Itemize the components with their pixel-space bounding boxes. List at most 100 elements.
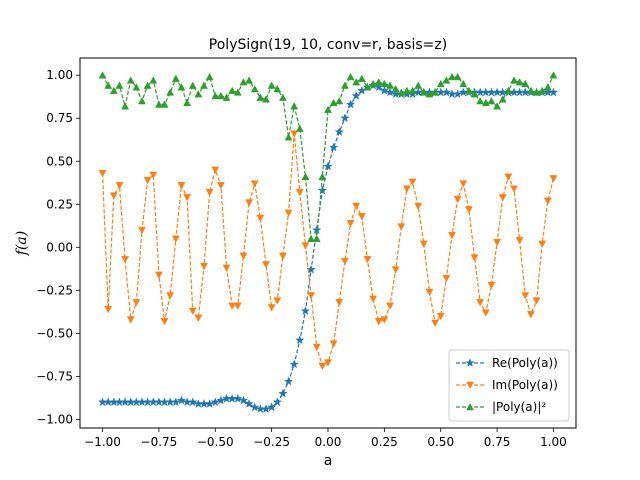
data-point [245, 199, 254, 207]
y-tick-label: −0.25 [36, 283, 73, 297]
data-point [290, 130, 299, 138]
y-tick-label: −1.00 [36, 412, 73, 426]
data-point [104, 306, 113, 314]
data-point [267, 304, 276, 312]
data-point [176, 395, 187, 405]
x-axis-label: a [324, 453, 333, 469]
data-point [250, 402, 260, 412]
data-point [183, 98, 192, 106]
data-point [238, 395, 249, 405]
data-point [109, 86, 118, 94]
data-point [386, 302, 394, 310]
data-point [549, 71, 558, 79]
data-point [431, 88, 440, 96]
legend-label: Re(Poly(a)) [492, 356, 558, 370]
data-point [149, 76, 158, 84]
data-point [250, 180, 259, 188]
data-point [262, 95, 270, 103]
data-point [245, 76, 254, 84]
y-tick-label: −0.75 [36, 369, 73, 383]
x-tick-label: −0.50 [197, 435, 234, 449]
data-point [312, 225, 322, 235]
data-point [470, 254, 479, 262]
data-point [329, 98, 338, 106]
data-point [526, 86, 535, 94]
series-3 [98, 71, 558, 242]
data-point [464, 206, 473, 214]
x-tick-label: 0.00 [315, 435, 342, 449]
y-tick-label: 0.25 [46, 197, 73, 211]
data-point [436, 312, 445, 321]
data-point [284, 133, 293, 141]
data-point [318, 362, 327, 371]
data-point [200, 262, 208, 271]
data-point [324, 359, 332, 367]
legend-marker [465, 358, 475, 368]
data-point [143, 176, 152, 185]
data-point [487, 96, 496, 105]
data-point [476, 96, 485, 105]
data-point [448, 232, 456, 240]
data-point [357, 213, 366, 221]
data-point [481, 98, 490, 106]
y-axis-label: f(a) [14, 231, 30, 256]
data-point [397, 223, 406, 231]
data-point [278, 93, 287, 101]
data-point [481, 309, 490, 317]
data-point [183, 194, 192, 202]
data-point [171, 397, 181, 407]
data-point [515, 237, 524, 245]
y-axis: −1.00 −0.75 −0.50 −0.25 0.00 0.25 0.50 0.75 1.00 [36, 68, 80, 426]
data-point [323, 161, 333, 171]
data-point [115, 81, 124, 89]
data-point [334, 127, 344, 137]
legend-label: Im(Poly(a)) [492, 378, 558, 392]
data-point [521, 292, 530, 300]
data-point [216, 91, 225, 100]
data-point [300, 306, 311, 315]
data-point [340, 81, 349, 89]
plot-area [97, 71, 559, 414]
data-point [272, 397, 282, 407]
data-point [408, 86, 417, 94]
data-point [425, 90, 434, 98]
x-axis: −1.00 −0.75 −0.50 −0.25 0.00 0.25 0.50 0.75 1.00 [84, 428, 567, 449]
data-point [204, 398, 215, 408]
data-point [374, 318, 383, 326]
data-point [369, 295, 378, 303]
data-point [138, 226, 146, 235]
data-point [510, 185, 518, 193]
x-tick-label: 0.50 [427, 435, 454, 449]
data-point [149, 171, 158, 180]
data-point [126, 316, 135, 324]
data-point [177, 83, 186, 91]
data-point [414, 202, 423, 211]
data-point [143, 81, 152, 89]
data-point [543, 197, 552, 205]
data-point [548, 87, 559, 97]
data-point [262, 261, 270, 269]
data-point [301, 172, 310, 180]
data-point [109, 192, 118, 200]
data-point [126, 76, 135, 84]
data-point [408, 178, 417, 186]
data-point [532, 297, 541, 305]
data-point [510, 76, 518, 84]
data-point [266, 402, 277, 412]
data-point [138, 96, 146, 105]
data-point [515, 78, 524, 86]
data-point [132, 83, 141, 91]
data-point [352, 202, 361, 211]
data-point [380, 79, 389, 88]
data-point [369, 79, 378, 88]
data-point [464, 86, 473, 94]
data-point [351, 90, 361, 100]
data-point [132, 299, 141, 307]
data-point [312, 343, 321, 352]
x-tick-label: −0.75 [141, 435, 178, 449]
data-point [504, 86, 513, 94]
data-point [171, 235, 180, 243]
data-point [312, 234, 321, 242]
data-point [538, 240, 547, 248]
data-point [397, 88, 406, 96]
